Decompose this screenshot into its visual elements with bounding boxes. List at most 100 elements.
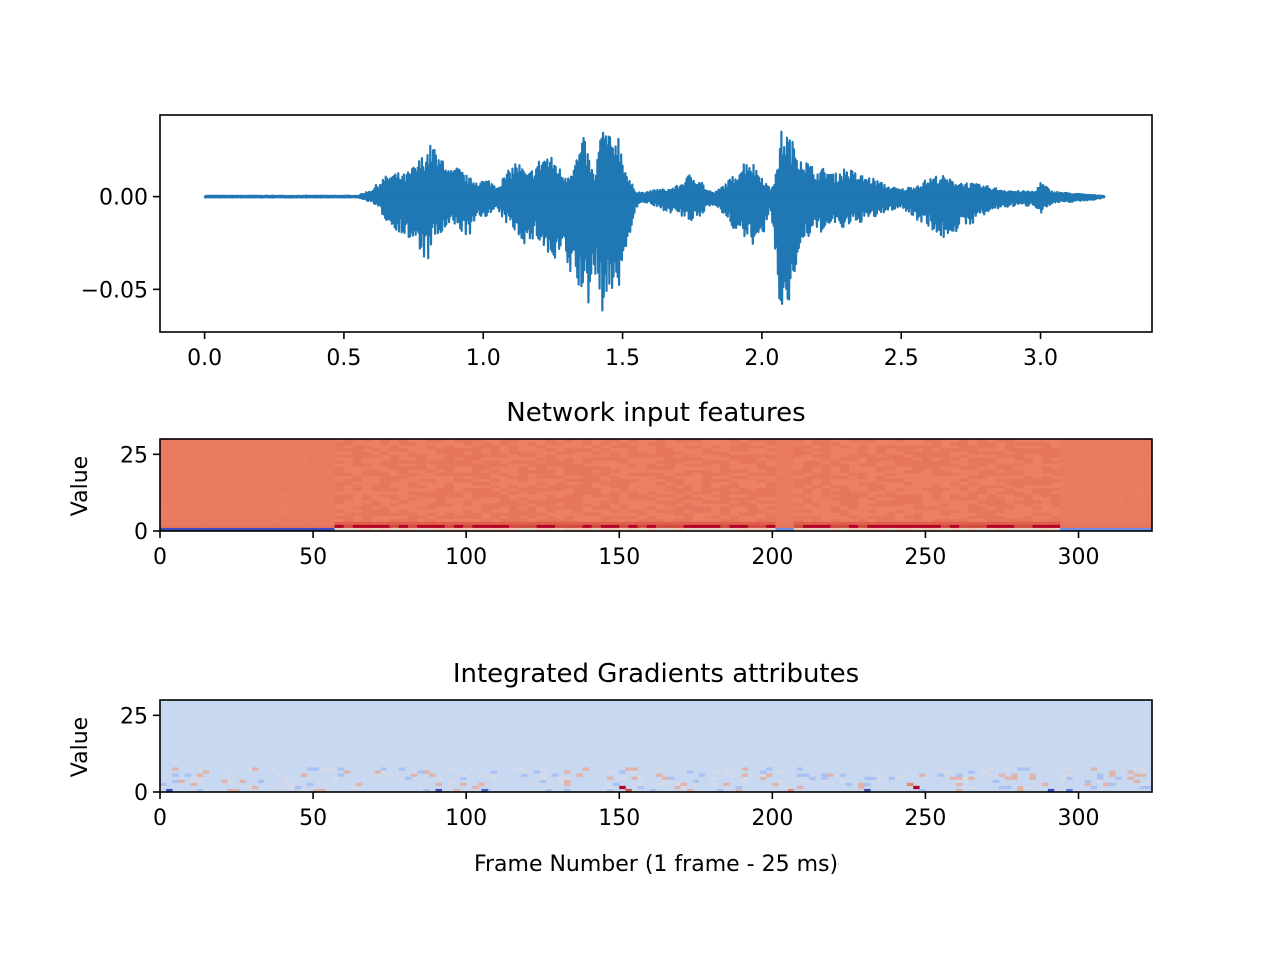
heatmap-cell [352, 509, 363, 513]
heatmap-cell [380, 463, 390, 467]
heatmap-cell [683, 466, 694, 470]
heatmap-cell [600, 463, 611, 467]
heatmap-cell [665, 448, 675, 452]
heatmap-cell [362, 500, 372, 504]
heatmap-cell [701, 488, 712, 492]
heatmap-cell [821, 448, 831, 452]
heatmap-cell [463, 481, 473, 486]
heatmap-cell [747, 457, 758, 461]
heatmap-cell [545, 469, 556, 473]
heatmap-cell [1005, 509, 1015, 513]
heatmap-cell [527, 451, 537, 455]
heatmap-cell [591, 524, 602, 529]
heatmap-cell [766, 445, 776, 449]
heatmap-cell [913, 506, 923, 510]
heatmap-cell [545, 460, 556, 464]
heatmap-cell [775, 494, 785, 498]
heatmap-cell [757, 481, 767, 486]
heatmap-cell [545, 478, 556, 483]
heatmap-cell [224, 524, 234, 529]
heatmap-cell [931, 506, 942, 510]
heatmap-cell [196, 509, 207, 513]
heatmap-cell [949, 512, 960, 516]
heatmap-cell [1041, 500, 1052, 504]
heatmap-cell [509, 469, 519, 473]
heatmap-cell [398, 518, 409, 522]
heatmap-cell [426, 500, 436, 504]
heatmap-cell [833, 773, 840, 777]
heatmap-cell [665, 509, 675, 513]
heatmap-cell [959, 445, 969, 449]
heatmap-cell [1133, 512, 1144, 516]
heatmap-cell [711, 515, 721, 519]
heatmap-cell [793, 497, 804, 501]
heatmap-cell [1142, 478, 1153, 483]
heatmap-cell [1087, 442, 1098, 446]
heatmap-cell [867, 524, 877, 529]
heatmap-cell [444, 457, 455, 461]
heatmap-cell [499, 527, 510, 532]
heatmap-cell [977, 494, 987, 498]
heatmap-cell [968, 527, 978, 532]
heatmap-cell [490, 463, 501, 467]
heatmap-cell [619, 506, 629, 510]
heatmap-cell [233, 497, 243, 501]
heatmap-cell [674, 491, 684, 495]
heatmap-cell [554, 524, 565, 529]
heatmap-cell [867, 527, 877, 532]
heatmap-cell [215, 524, 225, 529]
heatmap-cell [628, 518, 638, 522]
heatmap-cell [490, 512, 501, 516]
heatmap-cell [802, 779, 810, 783]
heatmap-cell [1106, 460, 1116, 464]
heatmap-cell [683, 500, 694, 504]
heatmap-cell [1096, 469, 1107, 473]
heatmap-cell [1060, 439, 1070, 443]
heatmap-cell [362, 475, 372, 480]
heatmap-cell [160, 454, 170, 458]
heatmap-cell [940, 454, 951, 458]
heatmap-cell [1115, 475, 1125, 480]
heatmap-cell [1066, 788, 1073, 793]
heatmap-cell [1041, 503, 1052, 507]
heatmap-cell [573, 478, 583, 483]
heatmap-cell [757, 478, 767, 483]
heatmap-cell [701, 445, 712, 449]
heatmap-cell [812, 527, 822, 532]
heatmap-cell [435, 445, 446, 449]
heatmap-cell [977, 506, 987, 510]
heatmap-cell [196, 779, 204, 783]
heatmap-cell [940, 509, 951, 513]
heatmap-cell [398, 445, 409, 449]
heatmap-cell [876, 488, 886, 492]
heatmap-cell [1023, 466, 1033, 470]
heatmap-cell [573, 518, 583, 522]
heatmap-cell [977, 485, 987, 489]
heatmap-cell [894, 527, 905, 532]
heatmap-cell [665, 500, 675, 504]
heatmap-cell [282, 785, 289, 790]
heatmap-cell [738, 478, 749, 483]
heatmap-cell [683, 463, 694, 467]
heatmap-cell [858, 506, 868, 510]
heatmap-cell [408, 500, 418, 504]
heatmap-cell [656, 481, 666, 486]
heatmap-cell [940, 494, 951, 498]
heatmap-cell [545, 527, 556, 532]
heatmap-cell [306, 448, 317, 452]
heatmap-cell [1032, 439, 1043, 443]
heatmap-cell [839, 524, 850, 529]
heatmap-cell [747, 521, 758, 526]
heatmap-cell [1032, 524, 1043, 529]
heatmap-cell [1050, 457, 1061, 461]
heatmap-cell [922, 448, 932, 452]
heatmap-cell [995, 494, 1006, 498]
heatmap-cell [802, 451, 813, 455]
heatmap-cell [968, 776, 975, 780]
heatmap-cell [1106, 497, 1116, 501]
heatmap-cell [1050, 506, 1061, 510]
heatmap-cell [885, 491, 896, 495]
heatmap-cell [509, 451, 519, 455]
heatmap-cell [738, 475, 749, 480]
heatmap-cell [904, 506, 914, 510]
